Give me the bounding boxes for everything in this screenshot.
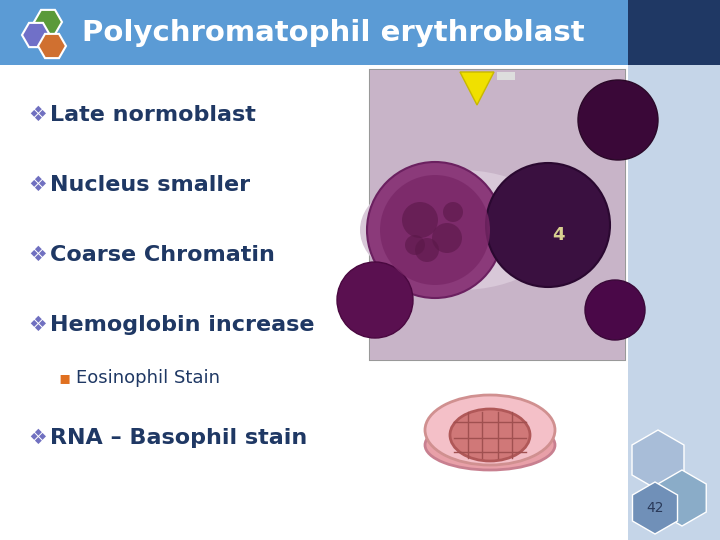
Polygon shape: [658, 470, 706, 526]
FancyBboxPatch shape: [497, 72, 515, 80]
Circle shape: [415, 238, 439, 262]
FancyBboxPatch shape: [370, 70, 625, 360]
Polygon shape: [38, 34, 66, 58]
Text: ❖: ❖: [28, 175, 47, 195]
Text: Eosinophil Stain: Eosinophil Stain: [76, 369, 220, 387]
Text: 4: 4: [552, 226, 564, 244]
Circle shape: [405, 235, 425, 255]
Circle shape: [432, 223, 462, 253]
Ellipse shape: [425, 395, 555, 465]
Circle shape: [380, 175, 490, 285]
Polygon shape: [34, 10, 62, 34]
Circle shape: [402, 202, 438, 238]
Text: 42: 42: [647, 501, 664, 515]
Polygon shape: [632, 430, 684, 490]
Ellipse shape: [425, 420, 555, 470]
Circle shape: [337, 262, 413, 338]
Text: Nucleus smaller: Nucleus smaller: [50, 175, 250, 195]
Text: Late normoblast: Late normoblast: [50, 105, 256, 125]
Polygon shape: [632, 482, 678, 534]
Text: ❖: ❖: [28, 428, 47, 448]
Circle shape: [443, 202, 463, 222]
Text: Coarse Chromatin: Coarse Chromatin: [50, 245, 275, 265]
Circle shape: [585, 280, 645, 340]
Text: ❖: ❖: [28, 105, 47, 125]
Ellipse shape: [360, 170, 560, 290]
Text: Polychromatophil erythroblast: Polychromatophil erythroblast: [82, 19, 585, 47]
Text: ❖: ❖: [28, 245, 47, 265]
Polygon shape: [22, 23, 50, 47]
FancyBboxPatch shape: [0, 0, 720, 65]
Text: ▪: ▪: [58, 369, 71, 387]
FancyBboxPatch shape: [628, 0, 720, 65]
Text: Hemoglobin increase: Hemoglobin increase: [50, 315, 315, 335]
Polygon shape: [460, 72, 494, 105]
Circle shape: [486, 163, 610, 287]
FancyBboxPatch shape: [370, 70, 625, 360]
Circle shape: [367, 162, 503, 298]
Text: RNA – Basophil stain: RNA – Basophil stain: [50, 428, 307, 448]
FancyBboxPatch shape: [628, 0, 720, 540]
Text: ❖: ❖: [28, 315, 47, 335]
Ellipse shape: [450, 409, 530, 461]
Circle shape: [578, 80, 658, 160]
